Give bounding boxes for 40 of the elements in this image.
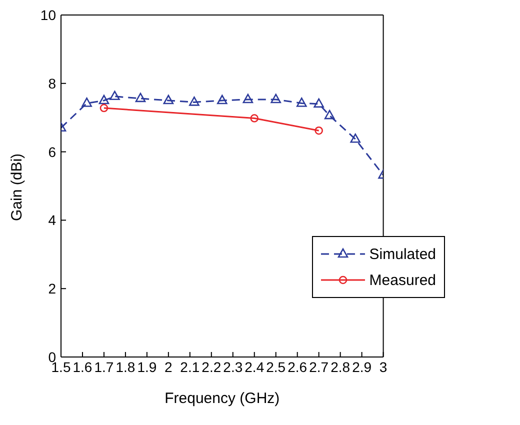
point xyxy=(314,98,324,108)
point xyxy=(98,94,110,104)
legend-label: Simulated xyxy=(369,246,436,262)
point xyxy=(350,133,361,143)
point xyxy=(250,114,259,122)
point xyxy=(110,90,120,100)
point xyxy=(163,94,174,104)
y-tick-label: 6 xyxy=(48,144,56,160)
point xyxy=(100,104,108,112)
x-axis-title: Frequency (GHz) xyxy=(164,390,280,407)
point xyxy=(324,110,335,120)
x-tick-label: 3 xyxy=(379,358,388,375)
x-tick-label: 1.8 xyxy=(116,358,136,375)
x-tick-label: 2.9 xyxy=(352,358,372,375)
y-tick-label: 10 xyxy=(40,6,56,23)
x-tick-label: 2.7 xyxy=(309,358,329,375)
point xyxy=(270,94,282,104)
legend-label: Measured xyxy=(369,272,436,288)
point xyxy=(189,96,200,106)
x-tick-label: 1.7 xyxy=(94,358,114,375)
point xyxy=(314,126,323,135)
x-tick-label: 1.9 xyxy=(137,358,157,375)
y-tick-label: 8 xyxy=(48,75,56,92)
y-axis-title: Gain (dBi) xyxy=(8,153,26,221)
x-tick-label: 2.5 xyxy=(266,358,286,375)
x-tick-label: 2.4 xyxy=(244,358,264,375)
point xyxy=(217,94,228,104)
x-tick-label: 2.3 xyxy=(223,358,243,375)
x-tick-label: 2.8 xyxy=(330,358,350,375)
point xyxy=(82,98,92,107)
x-tick-label: 2.6 xyxy=(288,358,308,375)
x-tick-label: 2.2 xyxy=(202,358,222,375)
point xyxy=(242,94,254,104)
point xyxy=(135,92,146,102)
x-tick-label: 2 xyxy=(164,358,173,375)
x-tick-label: 1.6 xyxy=(72,358,92,375)
y-tick-label: 4 xyxy=(48,212,56,228)
point xyxy=(296,98,307,107)
y-tick-label: 2 xyxy=(48,280,56,297)
x-tick-label: 2.1 xyxy=(180,358,200,375)
